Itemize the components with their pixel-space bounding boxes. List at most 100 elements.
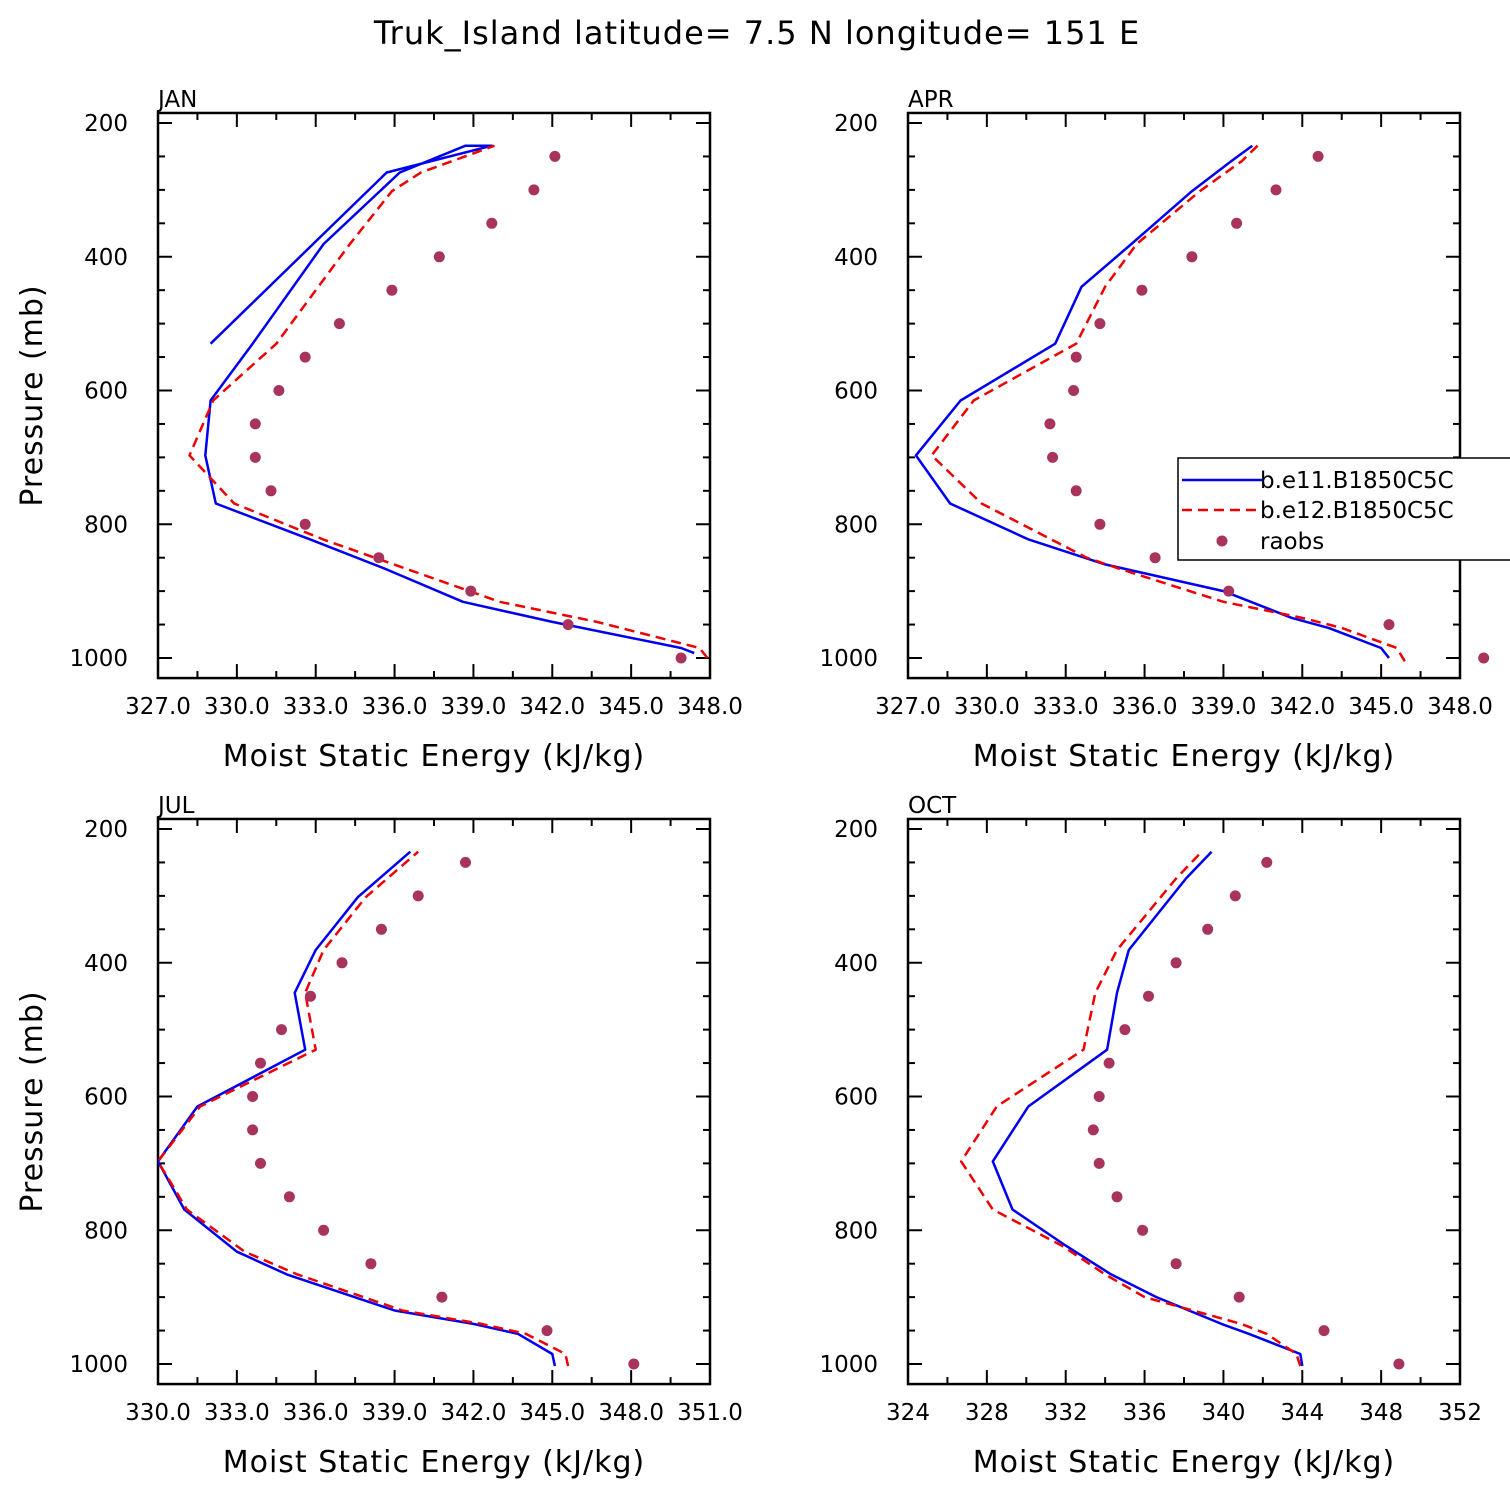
obs-point bbox=[460, 856, 471, 868]
obs-point bbox=[1093, 1091, 1105, 1102]
y-tick-label: 200 bbox=[84, 111, 128, 137]
obs-point bbox=[1229, 890, 1241, 902]
obs-point bbox=[373, 552, 385, 564]
x-tick-label: 333.0 bbox=[1033, 694, 1099, 720]
y-tick-label: 200 bbox=[834, 111, 878, 137]
x-tick-label: 345.0 bbox=[598, 694, 664, 720]
obs-point bbox=[1202, 923, 1214, 935]
obs-point bbox=[255, 1057, 266, 1069]
obs-point bbox=[1119, 1024, 1131, 1036]
series-line-model1 bbox=[991, 850, 1304, 1367]
plot-frame bbox=[156, 111, 712, 680]
x-tick-label: 336.0 bbox=[1112, 694, 1178, 720]
y-tick-label: 600 bbox=[84, 1085, 128, 1111]
y-tick-label: 400 bbox=[84, 245, 128, 271]
x-tick-label: 327.0 bbox=[875, 694, 941, 720]
obs-point bbox=[1186, 251, 1198, 263]
x-tick-label: 351.0 bbox=[677, 1400, 743, 1426]
y-tick-label: 1000 bbox=[819, 1352, 878, 1378]
series-line-model1 bbox=[204, 144, 695, 655]
series-line-model2 bbox=[158, 850, 570, 1367]
x-axis-title: Moist Static Energy (kJ/kg) bbox=[973, 739, 1396, 774]
x-tick-label: 333.0 bbox=[283, 694, 349, 720]
x-tick-label: 339.0 bbox=[440, 694, 506, 720]
obs-point bbox=[1070, 485, 1082, 497]
obs-point bbox=[375, 923, 387, 935]
x-tick-label: 327.0 bbox=[125, 694, 191, 720]
x-tick-label: 333.0 bbox=[204, 1400, 270, 1426]
obs-point bbox=[249, 451, 261, 463]
obs-point bbox=[541, 1325, 553, 1337]
panels: 327.0 330.0 333.0 336.0 339.0 342.0 345.0 348.0… bbox=[15, 87, 1493, 1480]
obs-point bbox=[283, 1191, 295, 1203]
series-line-model1 bbox=[158, 850, 557, 1367]
y-tick-label: 600 bbox=[84, 379, 128, 405]
x-tick-label: 336 bbox=[1123, 1400, 1167, 1426]
obs-point bbox=[486, 217, 498, 229]
x-tick-label: 352 bbox=[1438, 1400, 1482, 1426]
y-tick-label: 1000 bbox=[69, 1352, 128, 1378]
obs-point bbox=[247, 1124, 259, 1136]
obs-point bbox=[528, 184, 540, 196]
obs-point bbox=[1393, 1358, 1405, 1370]
y-tick-label: 400 bbox=[834, 951, 878, 977]
legend-marker-obs bbox=[1216, 535, 1228, 547]
obs-point bbox=[1261, 856, 1273, 868]
panel-label: OCT bbox=[908, 793, 957, 819]
y-tick-label: 600 bbox=[834, 379, 878, 405]
obs-point bbox=[299, 351, 311, 363]
obs-point bbox=[562, 619, 574, 631]
y-tick-label: 200 bbox=[834, 817, 878, 843]
panel-label: JUL bbox=[156, 793, 195, 819]
plot-frame bbox=[906, 817, 1462, 1386]
y-tick-label: 800 bbox=[834, 512, 878, 538]
x-axis-title: Moist Static Energy (kJ/kg) bbox=[223, 1445, 646, 1480]
obs-point bbox=[1094, 318, 1106, 330]
obs-point bbox=[1270, 184, 1282, 196]
x-axis-title: Moist Static Energy (kJ/kg) bbox=[973, 1445, 1396, 1480]
series-line-model1 bbox=[914, 144, 1390, 659]
x-tick-label: 348.0 bbox=[598, 1400, 664, 1426]
series-line-model2 bbox=[930, 144, 1406, 662]
x-tick-label: 339.0 bbox=[362, 1400, 428, 1426]
obs-point bbox=[1170, 1258, 1182, 1270]
y-tick-label: 400 bbox=[834, 245, 878, 271]
obs-point bbox=[1094, 518, 1106, 530]
obs-point bbox=[1136, 284, 1148, 296]
obs-point bbox=[549, 150, 561, 162]
obs-point bbox=[1318, 1325, 1330, 1337]
x-tick-label: 330.0 bbox=[125, 1400, 191, 1426]
obs-point bbox=[1383, 619, 1395, 631]
x-tick-label: 345.0 bbox=[519, 1400, 585, 1426]
obs-point bbox=[1149, 552, 1161, 564]
legend-label-model1: b.e11.B1850C5C bbox=[1260, 468, 1454, 494]
obs-point bbox=[1312, 150, 1324, 162]
obs-point bbox=[1143, 990, 1154, 1002]
obs-point bbox=[1103, 1057, 1115, 1069]
y-tick-label: 800 bbox=[84, 512, 128, 538]
plot-frame bbox=[906, 111, 1462, 680]
panel-jul: 330.0 333.0 336.0 339.0 342.0 345.0 348.0 351.0… bbox=[15, 793, 743, 1480]
x-tick-label: 332 bbox=[1044, 1400, 1088, 1426]
series-line-model2 bbox=[188, 144, 709, 659]
obs-point bbox=[1044, 418, 1056, 430]
panel-label: JAN bbox=[156, 87, 197, 113]
x-axis-title: Moist Static Energy (kJ/kg) bbox=[223, 739, 646, 774]
obs-point bbox=[299, 518, 311, 530]
x-tick-label: 348.0 bbox=[1427, 694, 1493, 720]
plot-frame bbox=[156, 817, 712, 1386]
x-tick-label: 348 bbox=[1359, 1400, 1403, 1426]
x-tick-label: 342.0 bbox=[519, 694, 585, 720]
x-tick-label: 342.0 bbox=[1269, 694, 1335, 720]
x-tick-label: 345.0 bbox=[1348, 694, 1414, 720]
panel-apr: 327.0 330.0 333.0 336.0 339.0 342.0 345.0 348.0… bbox=[819, 87, 1492, 774]
obs-point bbox=[365, 1258, 377, 1270]
y-tick-label: 600 bbox=[834, 1085, 878, 1111]
obs-point bbox=[628, 1358, 640, 1370]
obs-point bbox=[465, 585, 477, 597]
y-tick-label: 1000 bbox=[69, 646, 128, 672]
panel-jan: 327.0 330.0 333.0 336.0 339.0 342.0 345.0 348.0… bbox=[15, 87, 743, 774]
x-tick-label: 330.0 bbox=[954, 694, 1020, 720]
